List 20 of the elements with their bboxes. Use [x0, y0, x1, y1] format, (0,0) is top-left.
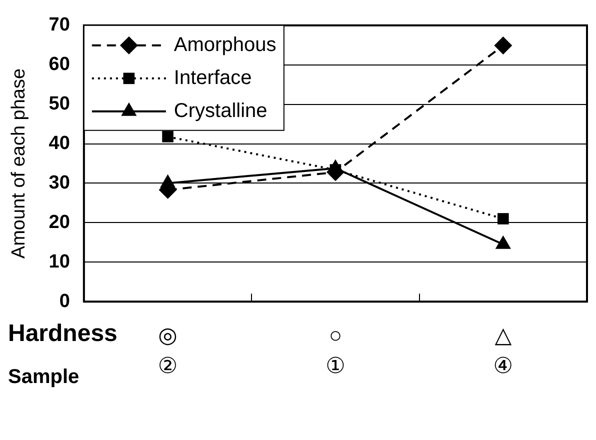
x-tick-label: ② [158, 352, 178, 378]
x-tick-label: ④ [493, 352, 514, 378]
text: Hardness [8, 320, 118, 348]
y-tick-label: 20 [48, 212, 70, 233]
y-tick-label: 50 [48, 94, 70, 115]
y-tick-label: 30 [48, 172, 70, 194]
text: ○ [328, 322, 342, 348]
legend-label: Crystalline [174, 100, 268, 122]
text: ◎ [158, 322, 178, 348]
legend-label: Amorphous [174, 34, 276, 56]
y-tick-label: 40 [48, 133, 70, 154]
text: △ [494, 322, 512, 348]
x-tick-label: ① [326, 352, 346, 378]
y-tick-label: 70 [48, 14, 70, 36]
y-tick-label: 60 [48, 54, 70, 76]
y-axis-title: Amount of each phase [8, 68, 30, 259]
y-tick-label: 10 [48, 251, 70, 272]
legend-label: Interface [174, 66, 252, 89]
text: Sample [8, 366, 80, 388]
y-tick-label: 0 [59, 290, 70, 312]
